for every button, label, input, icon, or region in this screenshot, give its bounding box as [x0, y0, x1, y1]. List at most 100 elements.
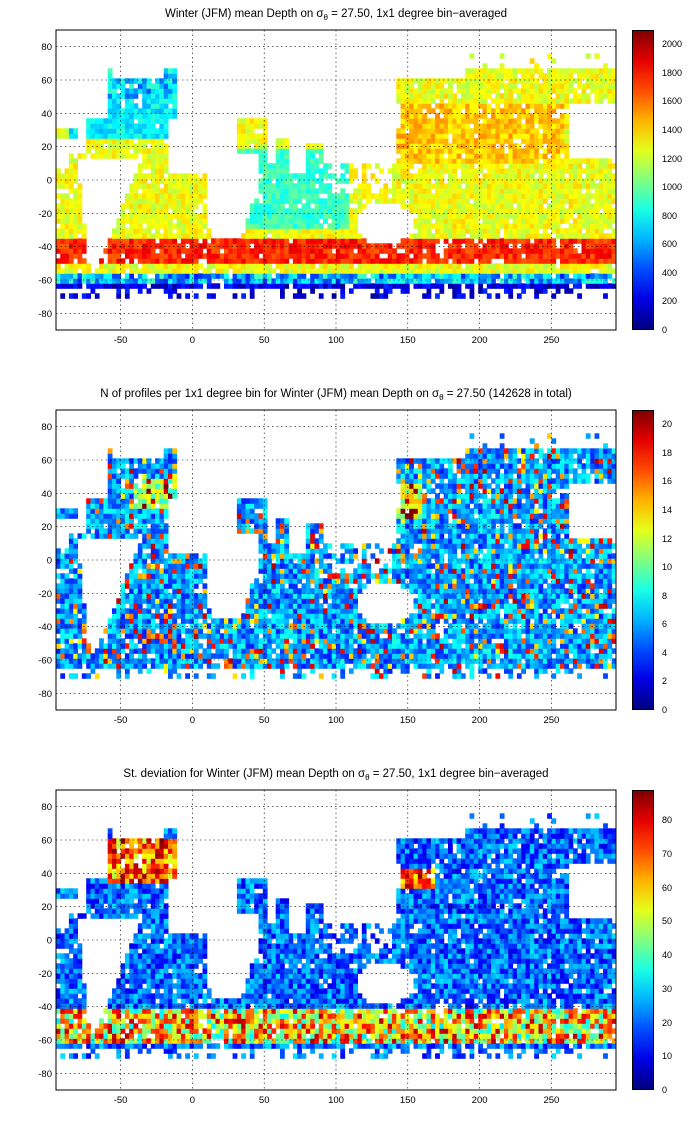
heatmap-cell	[547, 113, 552, 119]
heatmap-cell	[331, 223, 337, 229]
heatmap-cell	[124, 583, 130, 589]
heatmap-cell	[262, 188, 268, 194]
heatmap-cell	[159, 203, 165, 209]
heatmap-cell	[426, 253, 432, 259]
heatmap-cell	[172, 103, 178, 109]
heatmap-cell	[280, 208, 285, 214]
heatmap-cell	[206, 628, 212, 634]
heatmap-cell	[120, 248, 126, 254]
heatmap-cell	[163, 503, 169, 509]
heatmap-cell	[348, 238, 354, 244]
heatmap-cell	[137, 618, 143, 624]
heatmap-cell	[185, 253, 190, 259]
heatmap-cell	[271, 593, 277, 599]
heatmap-cell	[73, 663, 78, 669]
heatmap-cell	[529, 248, 535, 254]
heatmap-cell	[516, 128, 522, 134]
heatmap-cell	[155, 498, 160, 504]
heatmap-cell	[404, 188, 410, 194]
heatmap-cell	[271, 208, 277, 214]
heatmap-cell	[150, 538, 156, 544]
heatmap-cell	[232, 248, 238, 254]
heatmap-cell	[172, 248, 178, 254]
heatmap-cell	[254, 598, 259, 604]
heatmap-cell	[64, 573, 70, 579]
heatmap-cell	[452, 78, 458, 84]
heatmap-cell	[607, 68, 613, 74]
heatmap-cell	[262, 608, 268, 614]
heatmap-cell	[456, 243, 462, 249]
heatmap-cell	[280, 283, 285, 289]
heatmap-cell	[163, 563, 169, 569]
heatmap-cell	[542, 83, 548, 89]
heatmap-cell	[448, 118, 453, 124]
heatmap-cell	[430, 118, 436, 124]
heatmap-cell	[486, 133, 492, 139]
heatmap-cell	[73, 618, 78, 624]
heatmap-cell	[124, 458, 130, 464]
heatmap-cell	[430, 88, 436, 94]
heatmap-cell	[90, 273, 96, 279]
heatmap-cell	[383, 248, 389, 254]
heatmap-cell	[193, 648, 199, 654]
heatmap-cell	[254, 243, 259, 249]
heatmap-cell	[400, 88, 406, 94]
heatmap-cell	[292, 173, 298, 179]
heatmap-cell	[564, 128, 570, 134]
heatmap-cell	[99, 513, 104, 519]
heatmap-cell	[180, 213, 186, 219]
heatmap-cell	[146, 488, 152, 494]
heatmap-cell	[271, 648, 277, 654]
heatmap-cell	[348, 233, 354, 239]
heatmap-cell	[357, 203, 363, 209]
heatmap-cell	[564, 143, 570, 149]
heatmap-cell	[564, 288, 570, 294]
heatmap-cell	[86, 283, 91, 289]
heatmap-cell	[603, 203, 608, 209]
heatmap-cell	[185, 583, 190, 589]
heatmap-cell	[443, 123, 449, 129]
heatmap-cell	[249, 643, 255, 649]
heatmap-cell	[396, 88, 402, 94]
heatmap-cell	[288, 188, 294, 194]
heatmap-cell	[155, 153, 160, 159]
heatmap-cell	[422, 278, 427, 284]
heatmap-cell	[448, 103, 453, 109]
heatmap-cell	[521, 83, 526, 89]
heatmap-cell	[68, 253, 74, 259]
heatmap-cell	[168, 248, 173, 254]
heatmap-cell	[198, 193, 203, 199]
heatmap-cell	[159, 553, 165, 559]
heatmap-cell	[469, 253, 475, 259]
heatmap-cell	[280, 253, 285, 259]
heatmap-cell	[577, 158, 582, 164]
heatmap-cell	[159, 193, 165, 199]
heatmap-cell	[534, 293, 539, 299]
heatmap-cell	[577, 188, 582, 194]
heatmap-cell	[443, 253, 449, 259]
heatmap-cell	[551, 73, 557, 79]
heatmap-cell	[280, 238, 285, 244]
heatmap-cell	[460, 233, 466, 239]
heatmap-cell	[495, 208, 501, 214]
heatmap-cell	[534, 158, 539, 164]
heatmap-cell	[353, 213, 358, 219]
heatmap-cell	[439, 183, 445, 189]
heatmap-cell	[258, 283, 264, 289]
heatmap-cell	[404, 268, 410, 274]
heatmap-cell	[64, 168, 70, 174]
heatmap-cell	[508, 98, 514, 104]
heatmap-cell	[297, 283, 302, 289]
heatmap-cell	[538, 98, 544, 104]
heatmap-cell	[73, 243, 78, 249]
heatmap-cell	[155, 638, 160, 644]
heatmap-cell	[374, 243, 380, 249]
heatmap-cell	[357, 208, 363, 214]
heatmap-cell	[180, 268, 186, 274]
heatmap-cell	[379, 268, 384, 274]
heatmap-cell	[452, 113, 458, 119]
heatmap-cell	[159, 93, 165, 99]
heatmap-cell	[430, 273, 436, 279]
heatmap-cell	[241, 648, 246, 654]
heatmap-cell	[249, 208, 255, 214]
